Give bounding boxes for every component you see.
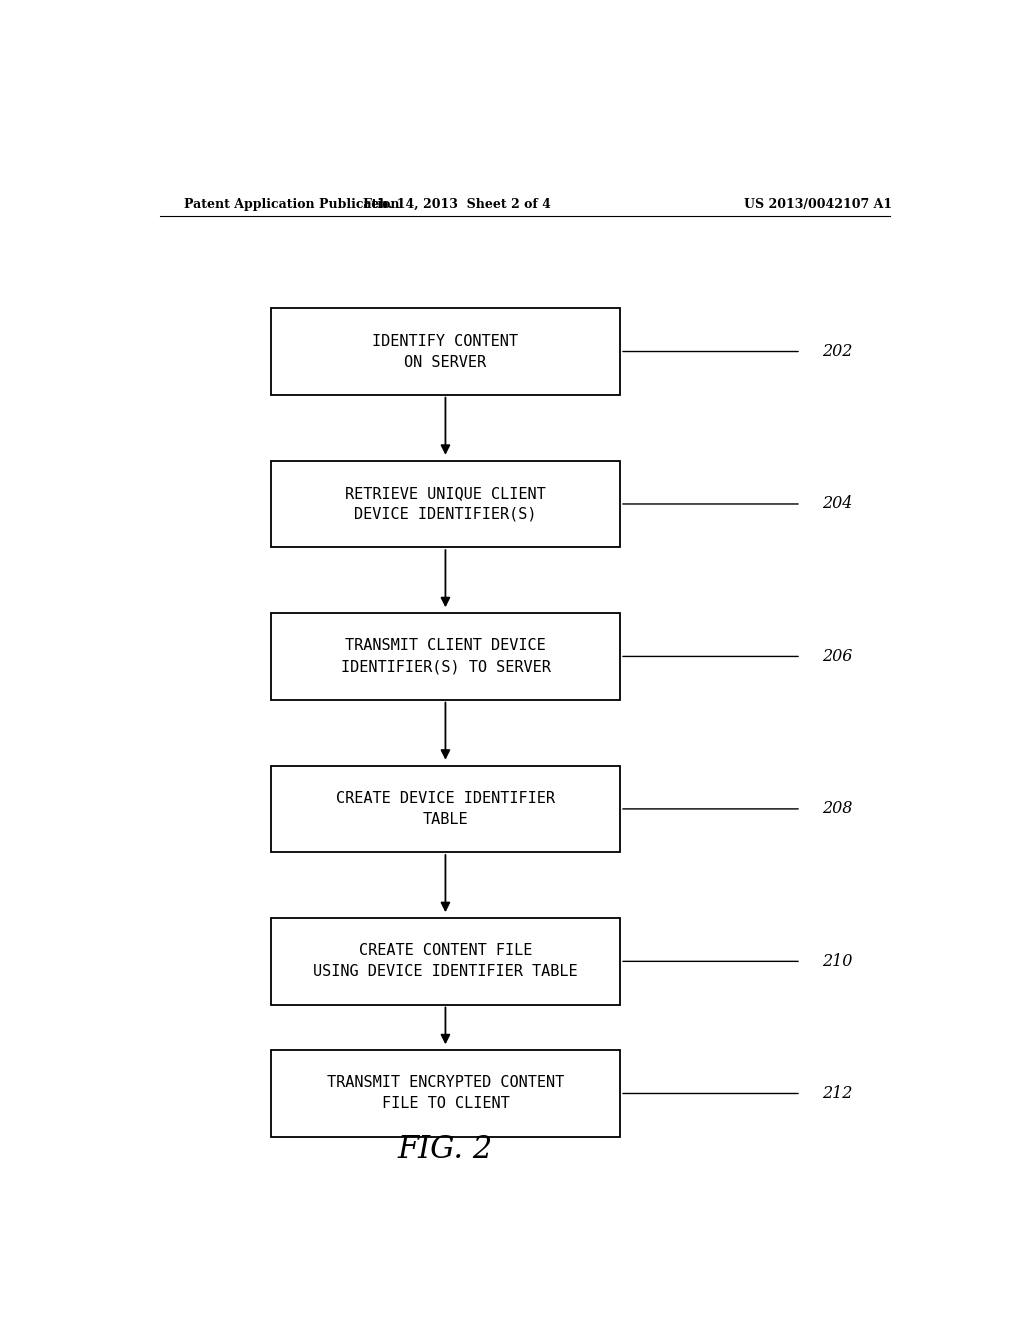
FancyBboxPatch shape: [270, 919, 620, 1005]
Text: 210: 210: [822, 953, 853, 970]
Text: 206: 206: [822, 648, 853, 665]
Text: 204: 204: [822, 495, 853, 512]
FancyBboxPatch shape: [270, 1051, 620, 1137]
Text: CREATE DEVICE IDENTIFIER
TABLE: CREATE DEVICE IDENTIFIER TABLE: [336, 791, 555, 826]
FancyBboxPatch shape: [270, 461, 620, 548]
Text: IDENTIFY CONTENT
ON SERVER: IDENTIFY CONTENT ON SERVER: [373, 334, 518, 370]
Text: 212: 212: [822, 1085, 853, 1102]
Text: TRANSMIT CLIENT DEVICE
IDENTIFIER(S) TO SERVER: TRANSMIT CLIENT DEVICE IDENTIFIER(S) TO …: [341, 639, 550, 675]
Text: 202: 202: [822, 343, 853, 360]
Text: RETRIEVE UNIQUE CLIENT
DEVICE IDENTIFIER(S): RETRIEVE UNIQUE CLIENT DEVICE IDENTIFIER…: [345, 486, 546, 521]
Text: TRANSMIT ENCRYPTED CONTENT
FILE TO CLIENT: TRANSMIT ENCRYPTED CONTENT FILE TO CLIEN…: [327, 1076, 564, 1111]
FancyBboxPatch shape: [270, 766, 620, 853]
Text: Patent Application Publication: Patent Application Publication: [183, 198, 399, 211]
Text: CREATE CONTENT FILE
USING DEVICE IDENTIFIER TABLE: CREATE CONTENT FILE USING DEVICE IDENTIF…: [313, 944, 578, 979]
Text: Feb. 14, 2013  Sheet 2 of 4: Feb. 14, 2013 Sheet 2 of 4: [364, 198, 551, 211]
FancyBboxPatch shape: [270, 309, 620, 395]
FancyBboxPatch shape: [270, 614, 620, 700]
Text: FIG. 2: FIG. 2: [397, 1134, 494, 1164]
Text: US 2013/0042107 A1: US 2013/0042107 A1: [744, 198, 893, 211]
Text: 208: 208: [822, 800, 853, 817]
